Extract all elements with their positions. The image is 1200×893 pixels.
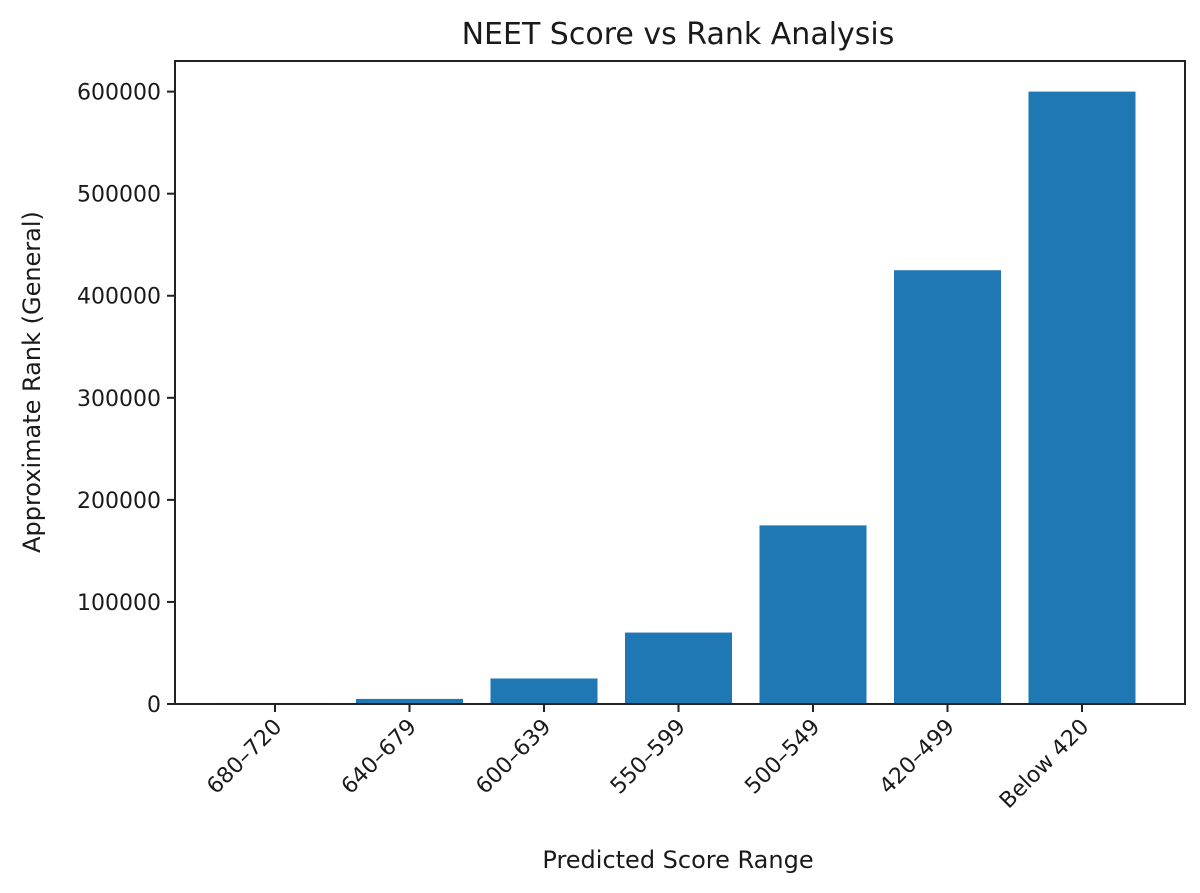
x-tick-label-1: 640–679: [337, 715, 422, 800]
plot-frame: [174, 60, 1186, 705]
bar-3: [625, 632, 732, 704]
y-tick-label-5: 500000: [77, 183, 161, 208]
y-tick-label-6: 600000: [77, 81, 161, 106]
x-axis-label: Predicted Score Range: [542, 846, 813, 874]
y-tick-label-0: 0: [147, 693, 161, 718]
bar-2: [490, 678, 598, 704]
y-tick-label-4: 400000: [77, 285, 161, 310]
bar-5: [894, 270, 1001, 704]
x-tick-label-5: 420–499: [875, 715, 960, 800]
bars-group: [221, 91, 1136, 705]
bar-1: [356, 698, 463, 704]
y-axis-label: Approximate Rank (General): [18, 211, 46, 553]
x-axis: 680–720 640–679 600–639 550–599 500–549 420–4…: [202, 704, 1094, 814]
x-tick-label-4: 500–549: [740, 715, 825, 800]
y-axis: 0 100000 200000 300000 400000 500000 600000: [77, 81, 175, 718]
x-tick-label-2: 600–639: [471, 715, 556, 800]
bar-4: [759, 525, 867, 704]
y-tick-label-2: 200000: [77, 489, 161, 514]
x-tick-label-3: 550–599: [606, 715, 691, 800]
x-tick-label-6: Below 420: [995, 715, 1094, 814]
chart-title: NEET Score vs Rank Analysis: [462, 17, 895, 52]
y-tick-label-1: 100000: [77, 591, 161, 616]
y-tick-label-3: 300000: [77, 387, 161, 412]
x-tick-label-0: 680–720: [202, 715, 287, 800]
bar-6: [1028, 91, 1136, 705]
